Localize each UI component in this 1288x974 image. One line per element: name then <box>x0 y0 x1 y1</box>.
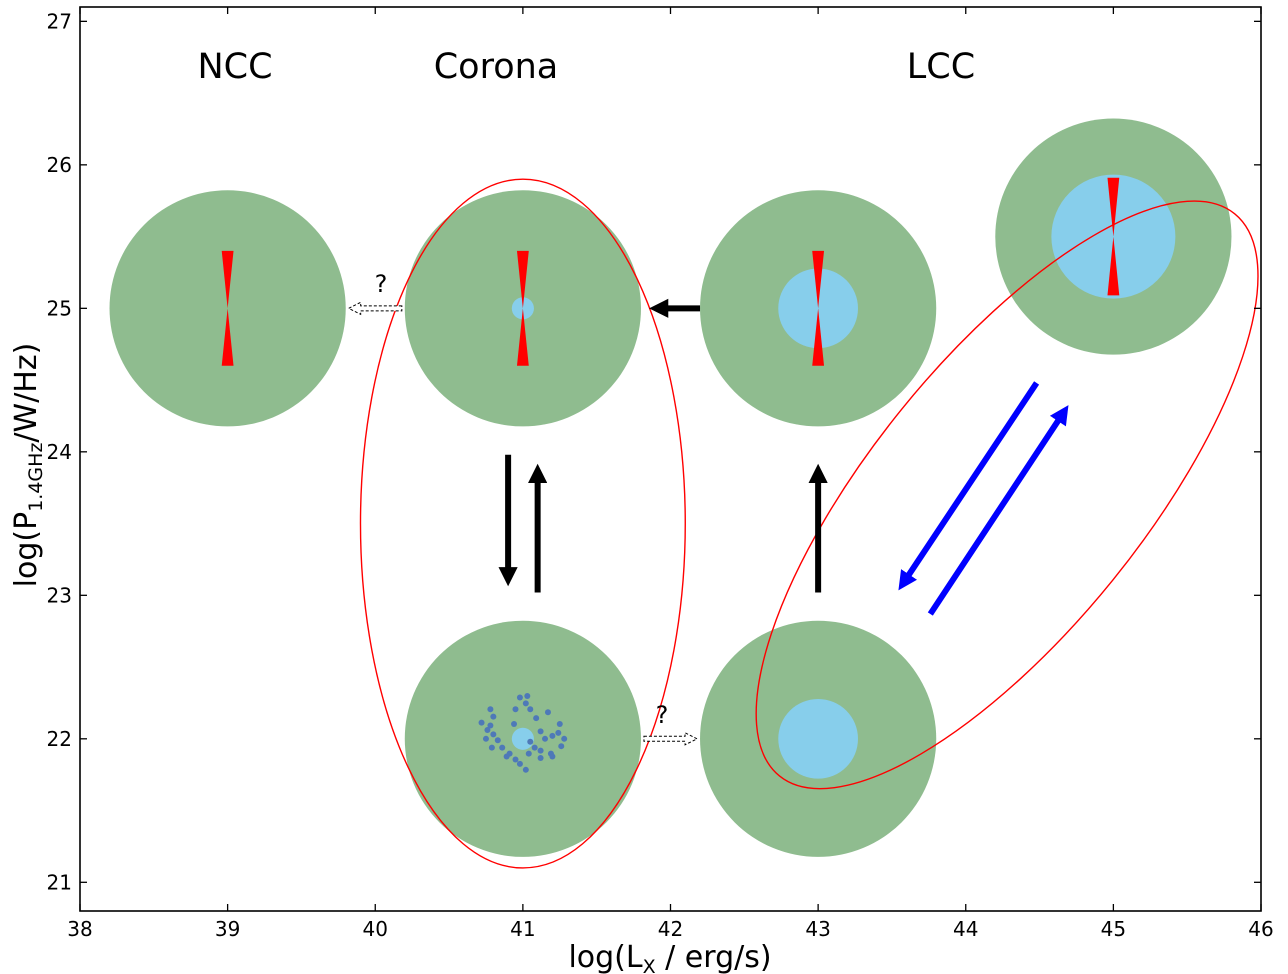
cooling-blob <box>478 719 485 726</box>
cooling-blob <box>512 756 519 763</box>
cooling-blob <box>549 753 556 760</box>
y-tick-label: 25 <box>47 296 72 320</box>
cooling-blob <box>556 721 563 728</box>
cooling-blob <box>549 732 556 739</box>
ncc-cluster <box>109 190 346 427</box>
lcc-cluster-strong <box>995 118 1232 355</box>
y-tick-label: 23 <box>47 583 72 607</box>
region-label-lcc: LCC <box>907 47 975 87</box>
y-tick-label: 21 <box>47 870 72 894</box>
cooling-blob <box>511 721 518 728</box>
x-tick-label: 45 <box>1101 917 1126 941</box>
cooling-blob <box>490 713 497 720</box>
cooling-blob <box>555 729 562 736</box>
corona-cluster <box>404 190 641 427</box>
lcc-cluster-radio <box>700 190 937 427</box>
x-axis-label: log(LX / erg/s) <box>568 940 771 974</box>
cooling-blob <box>499 744 506 751</box>
lcc-cluster-quiet <box>700 620 937 857</box>
jet-lower <box>221 308 234 366</box>
arrow-layer <box>347 298 1069 746</box>
cooling-blob <box>516 760 523 767</box>
cool-core <box>511 727 534 750</box>
corona-cluster-cooling <box>404 620 641 857</box>
y-tick-label: 24 <box>47 440 72 464</box>
y-axis-label: log(P1.4GHz/W/Hz) <box>9 343 47 588</box>
cooling-blob <box>542 735 549 742</box>
jet-upper <box>221 250 234 309</box>
x-tick-label: 46 <box>1248 917 1273 941</box>
cooling-blob <box>527 706 534 713</box>
x-tick-label: 42 <box>658 917 683 941</box>
x-tick-label: 38 <box>67 917 92 941</box>
x-tick-label: 43 <box>805 917 830 941</box>
jet-lower <box>812 308 825 366</box>
cooling-blob <box>512 706 519 713</box>
cooling-blob <box>490 731 497 738</box>
ellipse-layer <box>359 178 1259 869</box>
question-mark-upper: ? <box>375 270 388 298</box>
cooling-blob <box>533 715 540 722</box>
x-tick-label: 44 <box>953 917 978 941</box>
cooling-blob <box>487 706 494 713</box>
region-label-corona: Corona <box>434 47 559 87</box>
x-tick-label: 39 <box>215 917 240 941</box>
cooling-blob <box>531 744 538 751</box>
open-arrow-corona-to-ncc <box>347 301 403 316</box>
cool-core <box>778 698 858 779</box>
region-label-ncc: NCC <box>197 47 272 87</box>
jet-upper <box>812 250 825 309</box>
y-tick-label: 27 <box>47 9 72 33</box>
arrow-blue-down <box>898 381 1040 591</box>
cooling-blob <box>525 750 532 757</box>
arrow-blue-up <box>927 405 1069 616</box>
open-arrow-corona-to-lcc <box>643 732 699 746</box>
cooling-blob <box>537 755 544 762</box>
clusters-layer <box>109 118 1232 857</box>
cooling-blob <box>482 735 489 742</box>
cooling-blob <box>544 709 551 716</box>
cooling-blob <box>484 726 491 733</box>
ticks-layer: 38 39 40 41 42 43 44 45 46 21 22 23 24 25 26 27 <box>47 7 1274 941</box>
x-tick-label: 40 <box>363 917 388 941</box>
jet-lower <box>516 308 529 366</box>
lcc-group-ellipse <box>755 200 1259 790</box>
cooling-blob <box>524 692 531 699</box>
y-tick-label: 26 <box>47 153 72 177</box>
cooling-blob <box>522 700 529 707</box>
cooling-blob <box>494 737 501 744</box>
question-mark-lower: ? <box>656 701 669 729</box>
jet-upper <box>1107 177 1120 237</box>
x-tick-label: 41 <box>510 917 535 941</box>
cooling-blob <box>537 747 544 754</box>
corona-group-ellipse <box>359 178 686 869</box>
cooling-blob <box>537 728 544 735</box>
cooling-blob <box>487 722 494 729</box>
cooling-blob <box>561 735 568 742</box>
jet-upper <box>516 250 529 309</box>
cooling-blob <box>503 753 510 760</box>
cooling-blob <box>558 743 565 750</box>
cooling-blob <box>488 744 495 751</box>
jet-lower <box>1107 236 1120 296</box>
cooling-blob <box>527 738 534 745</box>
y-tick-label: 22 <box>47 727 72 751</box>
cooling-blob <box>522 766 529 773</box>
cooling-blob <box>516 694 523 701</box>
